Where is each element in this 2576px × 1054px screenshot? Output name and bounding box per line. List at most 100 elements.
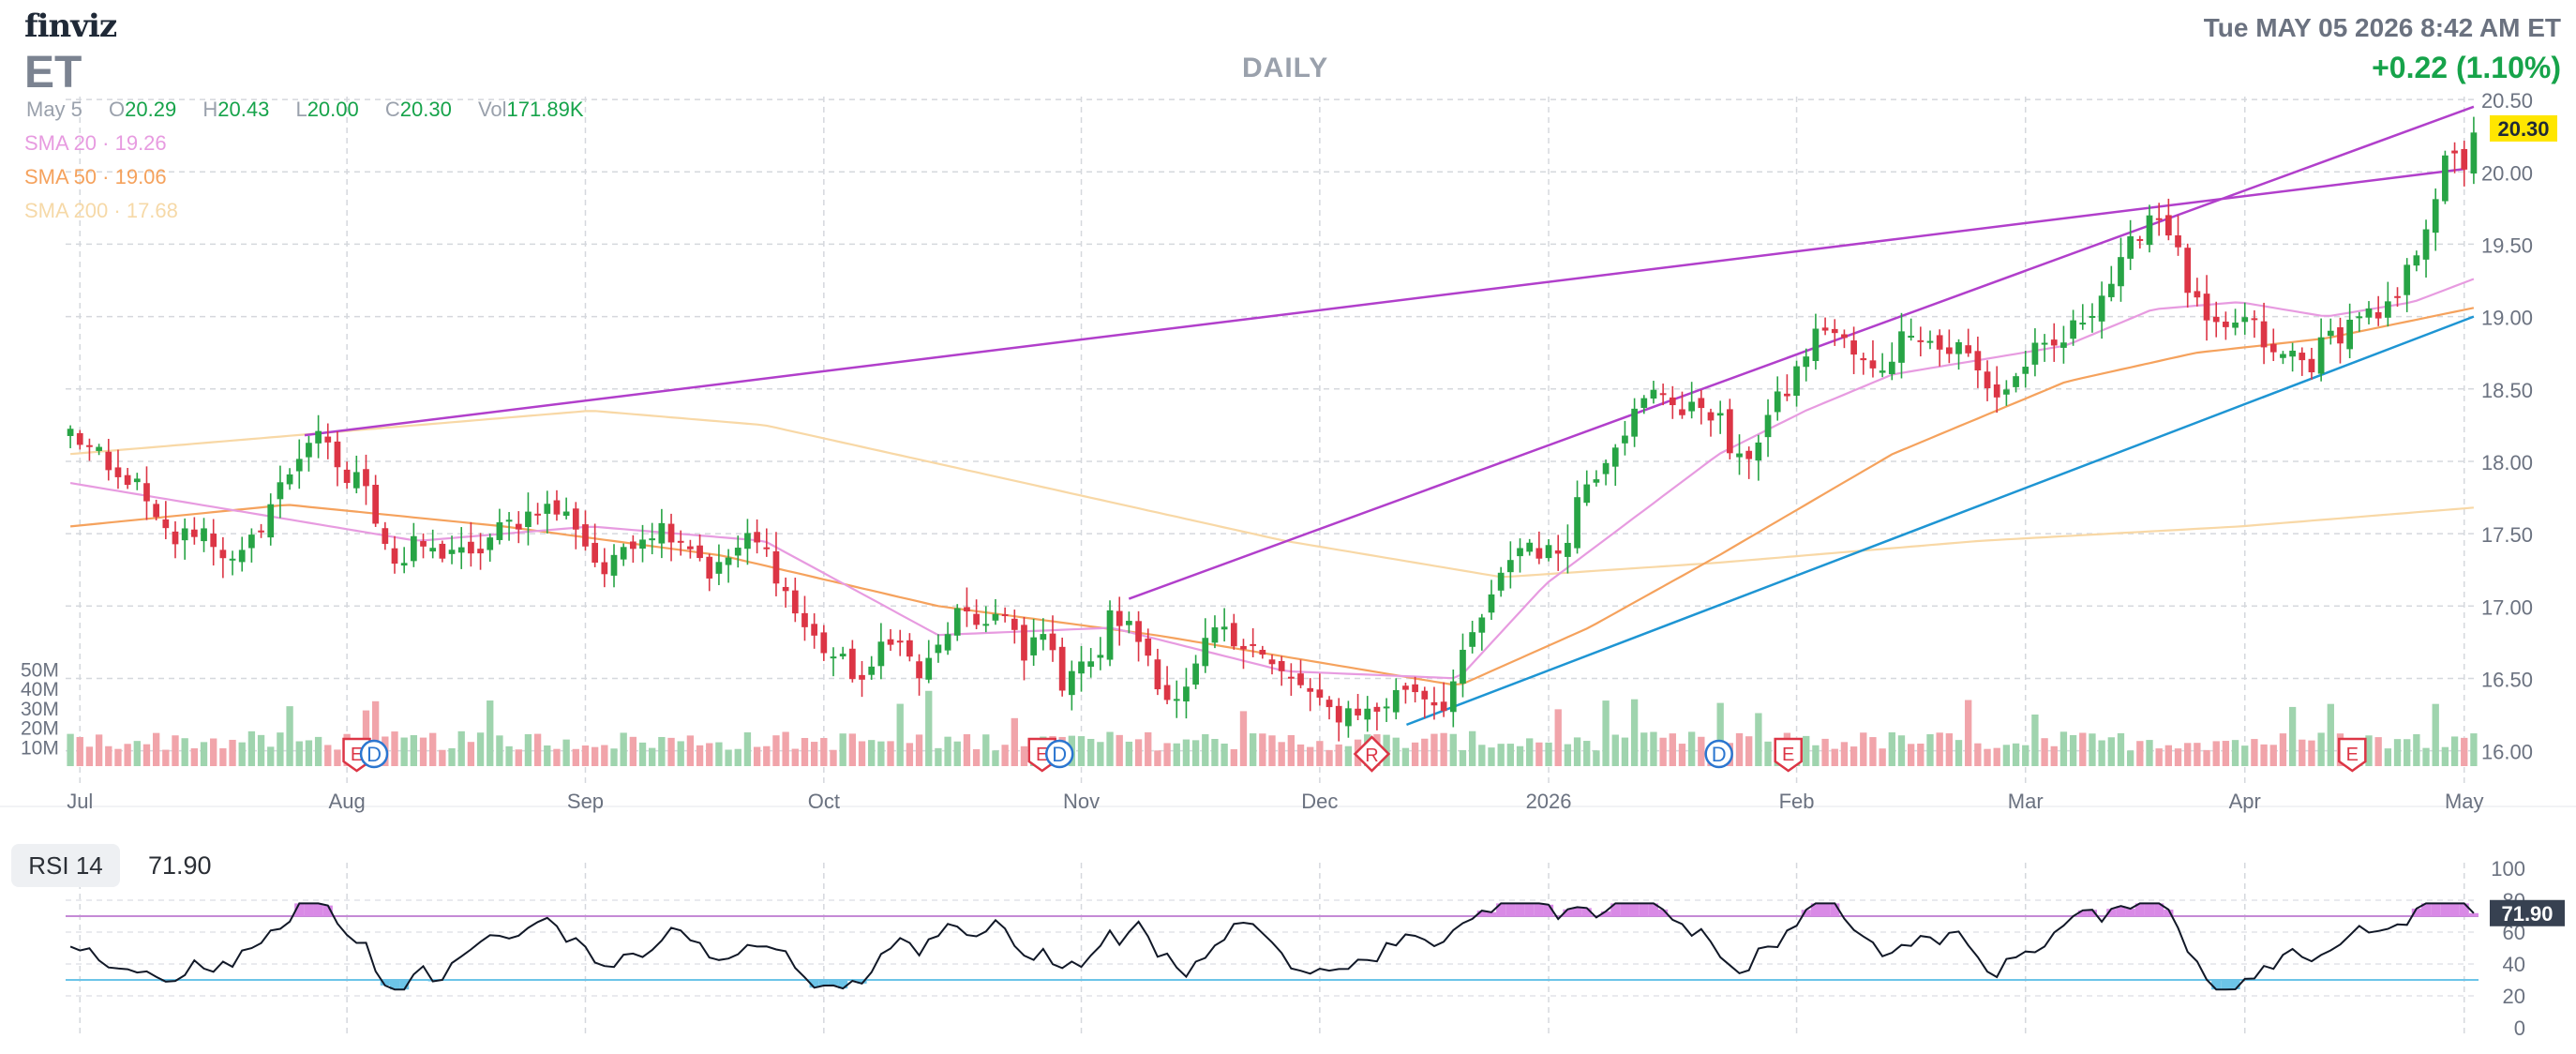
volume-bar: [2432, 703, 2439, 766]
candle-body: [2098, 295, 2105, 322]
volume-bar: [2327, 703, 2334, 766]
sma20-legend[interactable]: SMA 20 · 19.26: [24, 131, 167, 155]
candle-body: [1860, 357, 1867, 361]
volume-bar: [868, 740, 876, 766]
rsi-overbought-fill: [2154, 903, 2164, 916]
volume-bar: [1573, 737, 1581, 766]
candle-body: [572, 508, 579, 530]
volume-bar: [677, 741, 684, 766]
candle-body: [2394, 295, 2401, 298]
candle-body: [1908, 336, 1915, 339]
volume-bar: [1001, 745, 1009, 766]
trendlines[interactable]: [304, 105, 2475, 727]
candle-body: [1145, 638, 1152, 656]
open-value: 20.29: [125, 98, 177, 121]
volume-bar: [1936, 732, 1943, 766]
chart-grid: [0, 97, 2576, 1033]
volume-bar: [2288, 706, 2297, 766]
volume-bar: [1173, 743, 1180, 766]
volume-bar: [572, 748, 579, 766]
price-tick-label: 17.00: [2481, 595, 2533, 619]
low-label: L: [295, 98, 307, 121]
volume-bar: [1182, 739, 1191, 766]
rsi-overbought-fill: [1810, 903, 1820, 916]
volume-bar: [1678, 744, 1686, 766]
sma50-line: [69, 307, 2475, 686]
candle-body: [153, 504, 160, 518]
candle-body: [1287, 676, 1295, 679]
candle-body: [172, 531, 179, 545]
volume-bar: [810, 742, 818, 766]
candle-body: [2251, 318, 2258, 321]
volume-bar: [1602, 700, 1610, 766]
rsi-overbought-fill: [1648, 903, 1659, 916]
candle-body: [2164, 215, 2172, 236]
rsi-indicator-label[interactable]: RSI 14: [11, 844, 120, 887]
finviz-logo[interactable]: finviz: [24, 8, 117, 45]
volume-bar: [1468, 730, 1476, 766]
volume-bar: [1755, 713, 1762, 766]
volume-bar: [2174, 748, 2182, 766]
rsi-overbought-fill: [1801, 910, 1811, 916]
volume-bar: [496, 735, 503, 766]
candle-body: [1440, 701, 1447, 712]
volume-bar: [2251, 739, 2258, 766]
volume-bar: [1459, 749, 1467, 766]
volume-bar: [1621, 737, 1629, 766]
candle-body: [2175, 234, 2181, 248]
candle-body: [277, 482, 284, 500]
volume-bar: [2393, 739, 2402, 766]
candle-body: [1230, 623, 1237, 647]
volume-bar: [1134, 739, 1143, 766]
candlesticks: [67, 116, 2478, 742]
candle-body: [982, 624, 990, 626]
candle-body: [2327, 330, 2334, 337]
candle-body: [944, 634, 951, 651]
volume-bar: [1735, 732, 1744, 766]
candle-body: [1430, 701, 1438, 706]
rsi-oversold-fill: [838, 980, 848, 989]
volume-bar: [181, 738, 188, 766]
candle-body: [1250, 643, 1257, 646]
ohlc-date: May 5: [26, 98, 82, 121]
date-tick-label: Nov: [1063, 790, 1100, 813]
candle-body: [887, 639, 894, 645]
volume-bar: [2069, 734, 2077, 766]
sma200-legend[interactable]: SMA 200 · 17.68: [24, 199, 178, 222]
volume-bar: [830, 749, 837, 766]
rsi-oversold-fill: [2211, 980, 2222, 990]
sma20-line: [69, 278, 2475, 680]
volume-bar: [2126, 750, 2134, 766]
date-tick-label: Aug: [329, 790, 366, 813]
candle-body: [1183, 686, 1190, 702]
candle-body: [1497, 572, 1505, 591]
candle-body: [2031, 342, 2039, 365]
volume-bar: [2299, 739, 2306, 766]
volume-bar: [2422, 747, 2430, 766]
candle-body: [86, 444, 93, 447]
volume-bar: [1659, 737, 1667, 766]
candle-body: [1821, 327, 1829, 331]
candle-body: [763, 547, 771, 550]
volume-bar: [601, 745, 608, 766]
volume-bar: [247, 730, 256, 766]
candle-body: [219, 550, 227, 559]
volume-bar: [848, 733, 857, 766]
candle-body: [477, 549, 484, 554]
candle-body: [1793, 366, 1800, 396]
candle-body: [1841, 334, 1848, 339]
candle-body: [2107, 283, 2115, 297]
chart-axes: 20.50 20.00 19.50 19.00 18.50 18.00 17.50 17.00…: [21, 89, 2565, 1040]
candle-body: [306, 443, 312, 458]
sma50-legend[interactable]: SMA 50 · 19.06: [24, 165, 167, 188]
candle-body: [1058, 646, 1066, 691]
volume-bar: [1993, 747, 2000, 766]
volume-bar: [1545, 742, 1552, 766]
candle-body: [2079, 323, 2087, 325]
volume-bar: [1307, 746, 1314, 766]
candle-body: [76, 432, 83, 445]
volume-bar: [1945, 733, 1954, 766]
volume-bar: [1554, 709, 1562, 766]
